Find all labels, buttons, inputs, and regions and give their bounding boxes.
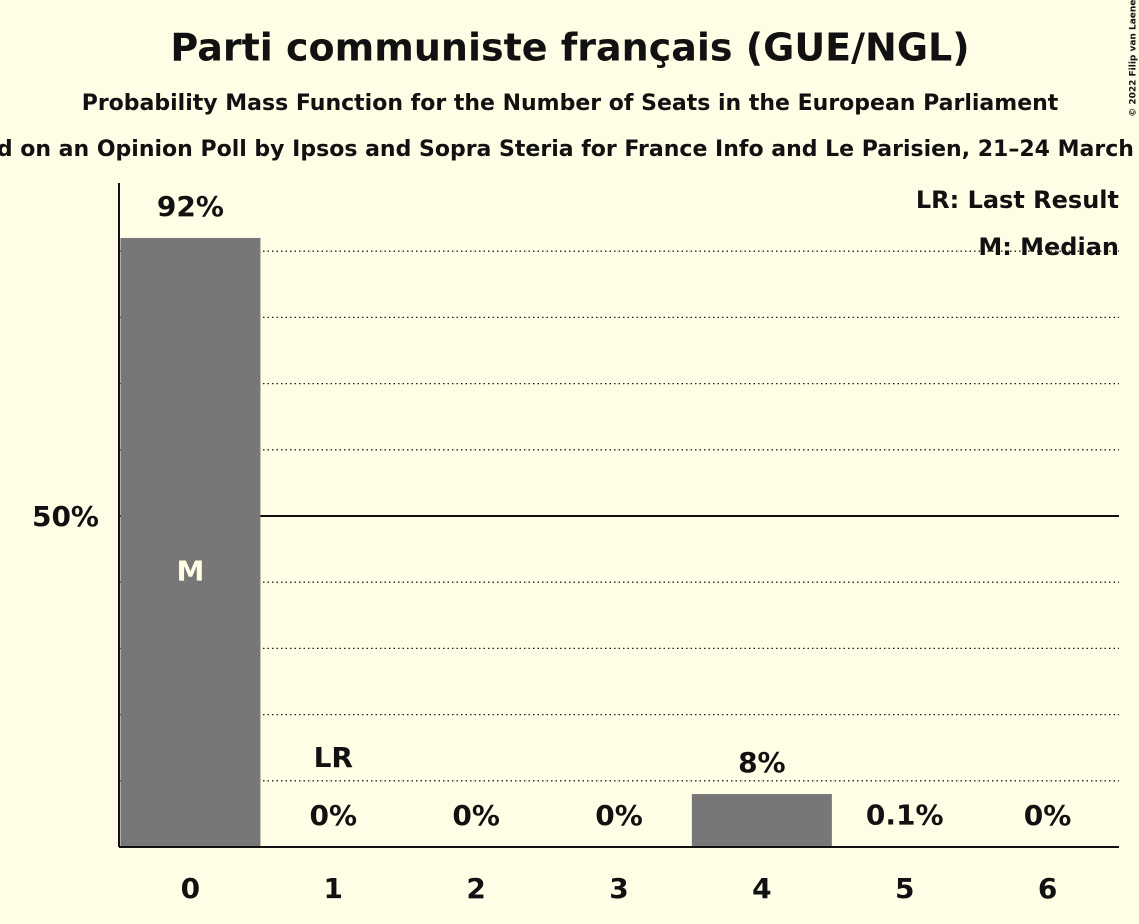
y-tick-label: 50% bbox=[32, 500, 99, 533]
value-label: 0% bbox=[1024, 799, 1072, 832]
x-tick-label: 3 bbox=[609, 872, 628, 905]
chart-source: Based on an Opinion Poll by Ipsos and So… bbox=[0, 137, 1139, 162]
value-label: 92% bbox=[157, 190, 224, 223]
value-label: 8% bbox=[738, 746, 786, 779]
legend-entry: LR: Last Result bbox=[916, 186, 1119, 214]
bar bbox=[120, 237, 261, 847]
x-tick-label: 1 bbox=[324, 872, 343, 905]
last-result-marker: LR bbox=[314, 741, 353, 774]
value-label: 0% bbox=[310, 799, 358, 832]
chart-subtitle: Probability Mass Function for the Number… bbox=[82, 91, 1059, 116]
legend-entry: M: Median bbox=[978, 233, 1119, 261]
x-tick-label: 2 bbox=[466, 872, 485, 905]
x-tick-label: 4 bbox=[752, 872, 771, 905]
value-label: 0% bbox=[452, 799, 500, 832]
value-label: 0.1% bbox=[866, 798, 944, 831]
bar bbox=[691, 794, 832, 847]
x-tick-label: 6 bbox=[1038, 872, 1057, 905]
copyright: © 2022 Filip van Laenen bbox=[1129, 0, 1139, 117]
value-label: 0% bbox=[595, 799, 643, 832]
chart-title: Parti communiste français (GUE/NGL) bbox=[170, 26, 969, 70]
median-marker: M bbox=[176, 554, 204, 587]
x-tick-label: 5 bbox=[895, 872, 914, 905]
x-tick-label: 0 bbox=[181, 872, 200, 905]
